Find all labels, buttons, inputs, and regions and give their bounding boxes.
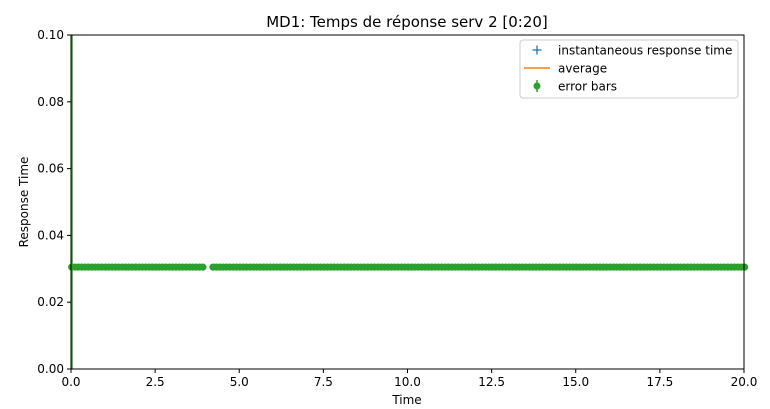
y-tick-label: 0.00 <box>37 362 64 376</box>
legend-entry-instantaneous: instantaneous response time <box>532 44 732 58</box>
y-tick-label: 0.08 <box>37 95 64 109</box>
x-tick-label: 10.0 <box>394 375 421 389</box>
legend-entry-error-bars: error bars <box>533 80 617 94</box>
legend-label-instantaneous: instantaneous response time <box>558 44 732 58</box>
errorbar-marker-icon <box>533 80 541 92</box>
plus-marker-icon <box>532 45 542 55</box>
legend-box <box>519 39 739 99</box>
error-bar-point <box>199 263 207 271</box>
chart-title: MD1: Temps de réponse serv 2 [0:20] <box>266 13 548 31</box>
x-axis-label: Time <box>391 393 421 407</box>
x-tick-label: 0.0 <box>61 375 80 389</box>
y-axis-label: Response Time <box>17 157 31 248</box>
x-tick-label: 20.0 <box>731 375 758 389</box>
legend-label-average: average <box>558 62 607 76</box>
series-layer <box>68 35 749 369</box>
x-tick-label: 7.5 <box>314 375 333 389</box>
y-tick-label: 0.04 <box>37 228 64 242</box>
y-tick-label: 0.06 <box>37 162 64 176</box>
x-tick-label: 12.5 <box>478 375 505 389</box>
x-tick-label: 2.5 <box>146 375 165 389</box>
x-axis: 0.0 2.5 5.0 7.5 10.0 12.5 15.0 17.5 20.0 <box>61 369 757 389</box>
y-tick-label: 0.10 <box>37 28 64 42</box>
legend-entry-average: average <box>524 62 607 76</box>
error-bar-point <box>741 263 749 271</box>
y-axis: 0.00 0.02 0.04 0.06 0.08 0.10 <box>37 28 71 376</box>
y-tick-label: 0.02 <box>37 295 64 309</box>
x-tick-label: 5.0 <box>230 375 249 389</box>
x-tick-label: 17.5 <box>647 375 674 389</box>
legend: instantaneous response time average erro… <box>519 39 739 99</box>
legend-label-error-bars: error bars <box>558 80 617 94</box>
x-tick-label: 15.0 <box>562 375 589 389</box>
